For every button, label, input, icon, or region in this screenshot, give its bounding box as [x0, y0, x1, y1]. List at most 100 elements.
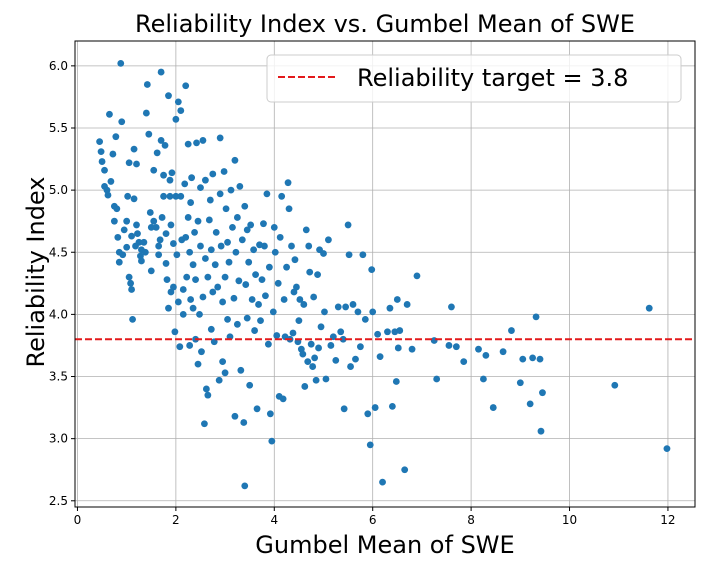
data-point — [141, 248, 149, 256]
data-point — [123, 243, 131, 251]
data-point — [321, 308, 328, 316]
data-point — [120, 226, 128, 234]
data-point — [269, 308, 277, 316]
data-point — [266, 410, 274, 418]
data-point — [201, 176, 209, 184]
data-point — [113, 205, 121, 213]
data-point — [526, 400, 534, 408]
data-point — [188, 174, 196, 182]
data-point — [289, 329, 297, 337]
data-point — [110, 217, 118, 225]
data-point — [264, 340, 272, 348]
data-point — [160, 171, 167, 179]
data-point — [480, 375, 487, 383]
data-point — [369, 308, 377, 316]
data-point — [194, 217, 202, 225]
data-point — [184, 214, 192, 221]
data-point — [138, 257, 145, 265]
data-point — [125, 273, 133, 281]
data-point — [127, 279, 135, 287]
data-point — [140, 238, 148, 246]
data-point — [177, 107, 185, 114]
data-point — [192, 276, 199, 283]
data-point — [162, 260, 170, 267]
data-point — [263, 190, 271, 198]
data-point — [243, 314, 251, 322]
data-point — [98, 158, 106, 165]
data-point — [221, 273, 229, 281]
data-point — [209, 170, 217, 178]
x-tick-label: 2 — [172, 513, 180, 527]
data-point — [310, 293, 318, 301]
data-point — [529, 354, 537, 362]
y-tick-label: 4.0 — [49, 307, 68, 321]
data-point — [374, 330, 382, 338]
data-point — [174, 98, 182, 106]
data-point — [155, 251, 163, 259]
data-point — [508, 327, 515, 334]
chart-title: Reliability Index vs. Gumbel Mean of SWE — [135, 10, 635, 38]
data-point — [309, 363, 317, 370]
data-point — [150, 166, 158, 174]
data-point — [146, 209, 154, 216]
data-point — [96, 138, 104, 146]
x-axis-ticks: 0 2 4 6 8 10 12 — [74, 507, 676, 527]
data-point — [255, 301, 262, 308]
data-point — [186, 248, 194, 256]
data-point — [135, 238, 143, 246]
data-point — [194, 360, 202, 368]
y-tick-label: 3.5 — [49, 370, 68, 384]
data-point — [199, 293, 207, 301]
data-point — [130, 145, 138, 153]
data-point — [133, 160, 140, 168]
data-point — [519, 355, 527, 363]
data-point — [114, 233, 122, 241]
data-point — [233, 214, 241, 221]
data-point — [241, 482, 249, 490]
data-point — [393, 296, 401, 303]
data-point — [273, 332, 281, 339]
data-point — [278, 192, 286, 200]
data-point — [257, 317, 264, 324]
data-point — [156, 236, 164, 244]
data-points — [96, 59, 671, 490]
data-point — [182, 233, 190, 241]
data-point — [337, 328, 345, 336]
data-point — [240, 419, 248, 426]
data-point — [214, 283, 222, 291]
data-point — [361, 315, 369, 323]
data-point — [217, 242, 225, 250]
data-point — [452, 343, 460, 351]
data-point — [143, 81, 151, 88]
data-point — [186, 342, 194, 349]
data-point — [232, 248, 240, 256]
data-point — [314, 271, 321, 279]
data-point — [276, 233, 284, 241]
data-point — [155, 242, 163, 250]
data-point — [320, 250, 327, 257]
data-point — [274, 279, 282, 287]
data-point — [128, 286, 135, 293]
data-point — [445, 342, 453, 349]
data-point — [236, 182, 244, 190]
data-point — [163, 276, 171, 283]
y-tick-label: 5.0 — [49, 183, 68, 197]
data-point — [312, 376, 320, 384]
data-point — [401, 466, 409, 474]
data-point — [265, 263, 273, 271]
data-point — [334, 303, 342, 311]
data-point — [339, 335, 347, 343]
data-point — [235, 277, 243, 285]
data-point — [153, 149, 161, 157]
data-point — [160, 192, 167, 200]
y-axis-label: Reliability Index — [22, 177, 50, 368]
data-point — [204, 391, 212, 399]
data-point — [187, 296, 195, 303]
data-point — [179, 286, 187, 293]
data-point — [104, 191, 112, 199]
data-point — [392, 378, 400, 385]
data-point — [307, 340, 315, 348]
data-point — [231, 412, 239, 420]
x-tick-label: 4 — [270, 513, 278, 527]
